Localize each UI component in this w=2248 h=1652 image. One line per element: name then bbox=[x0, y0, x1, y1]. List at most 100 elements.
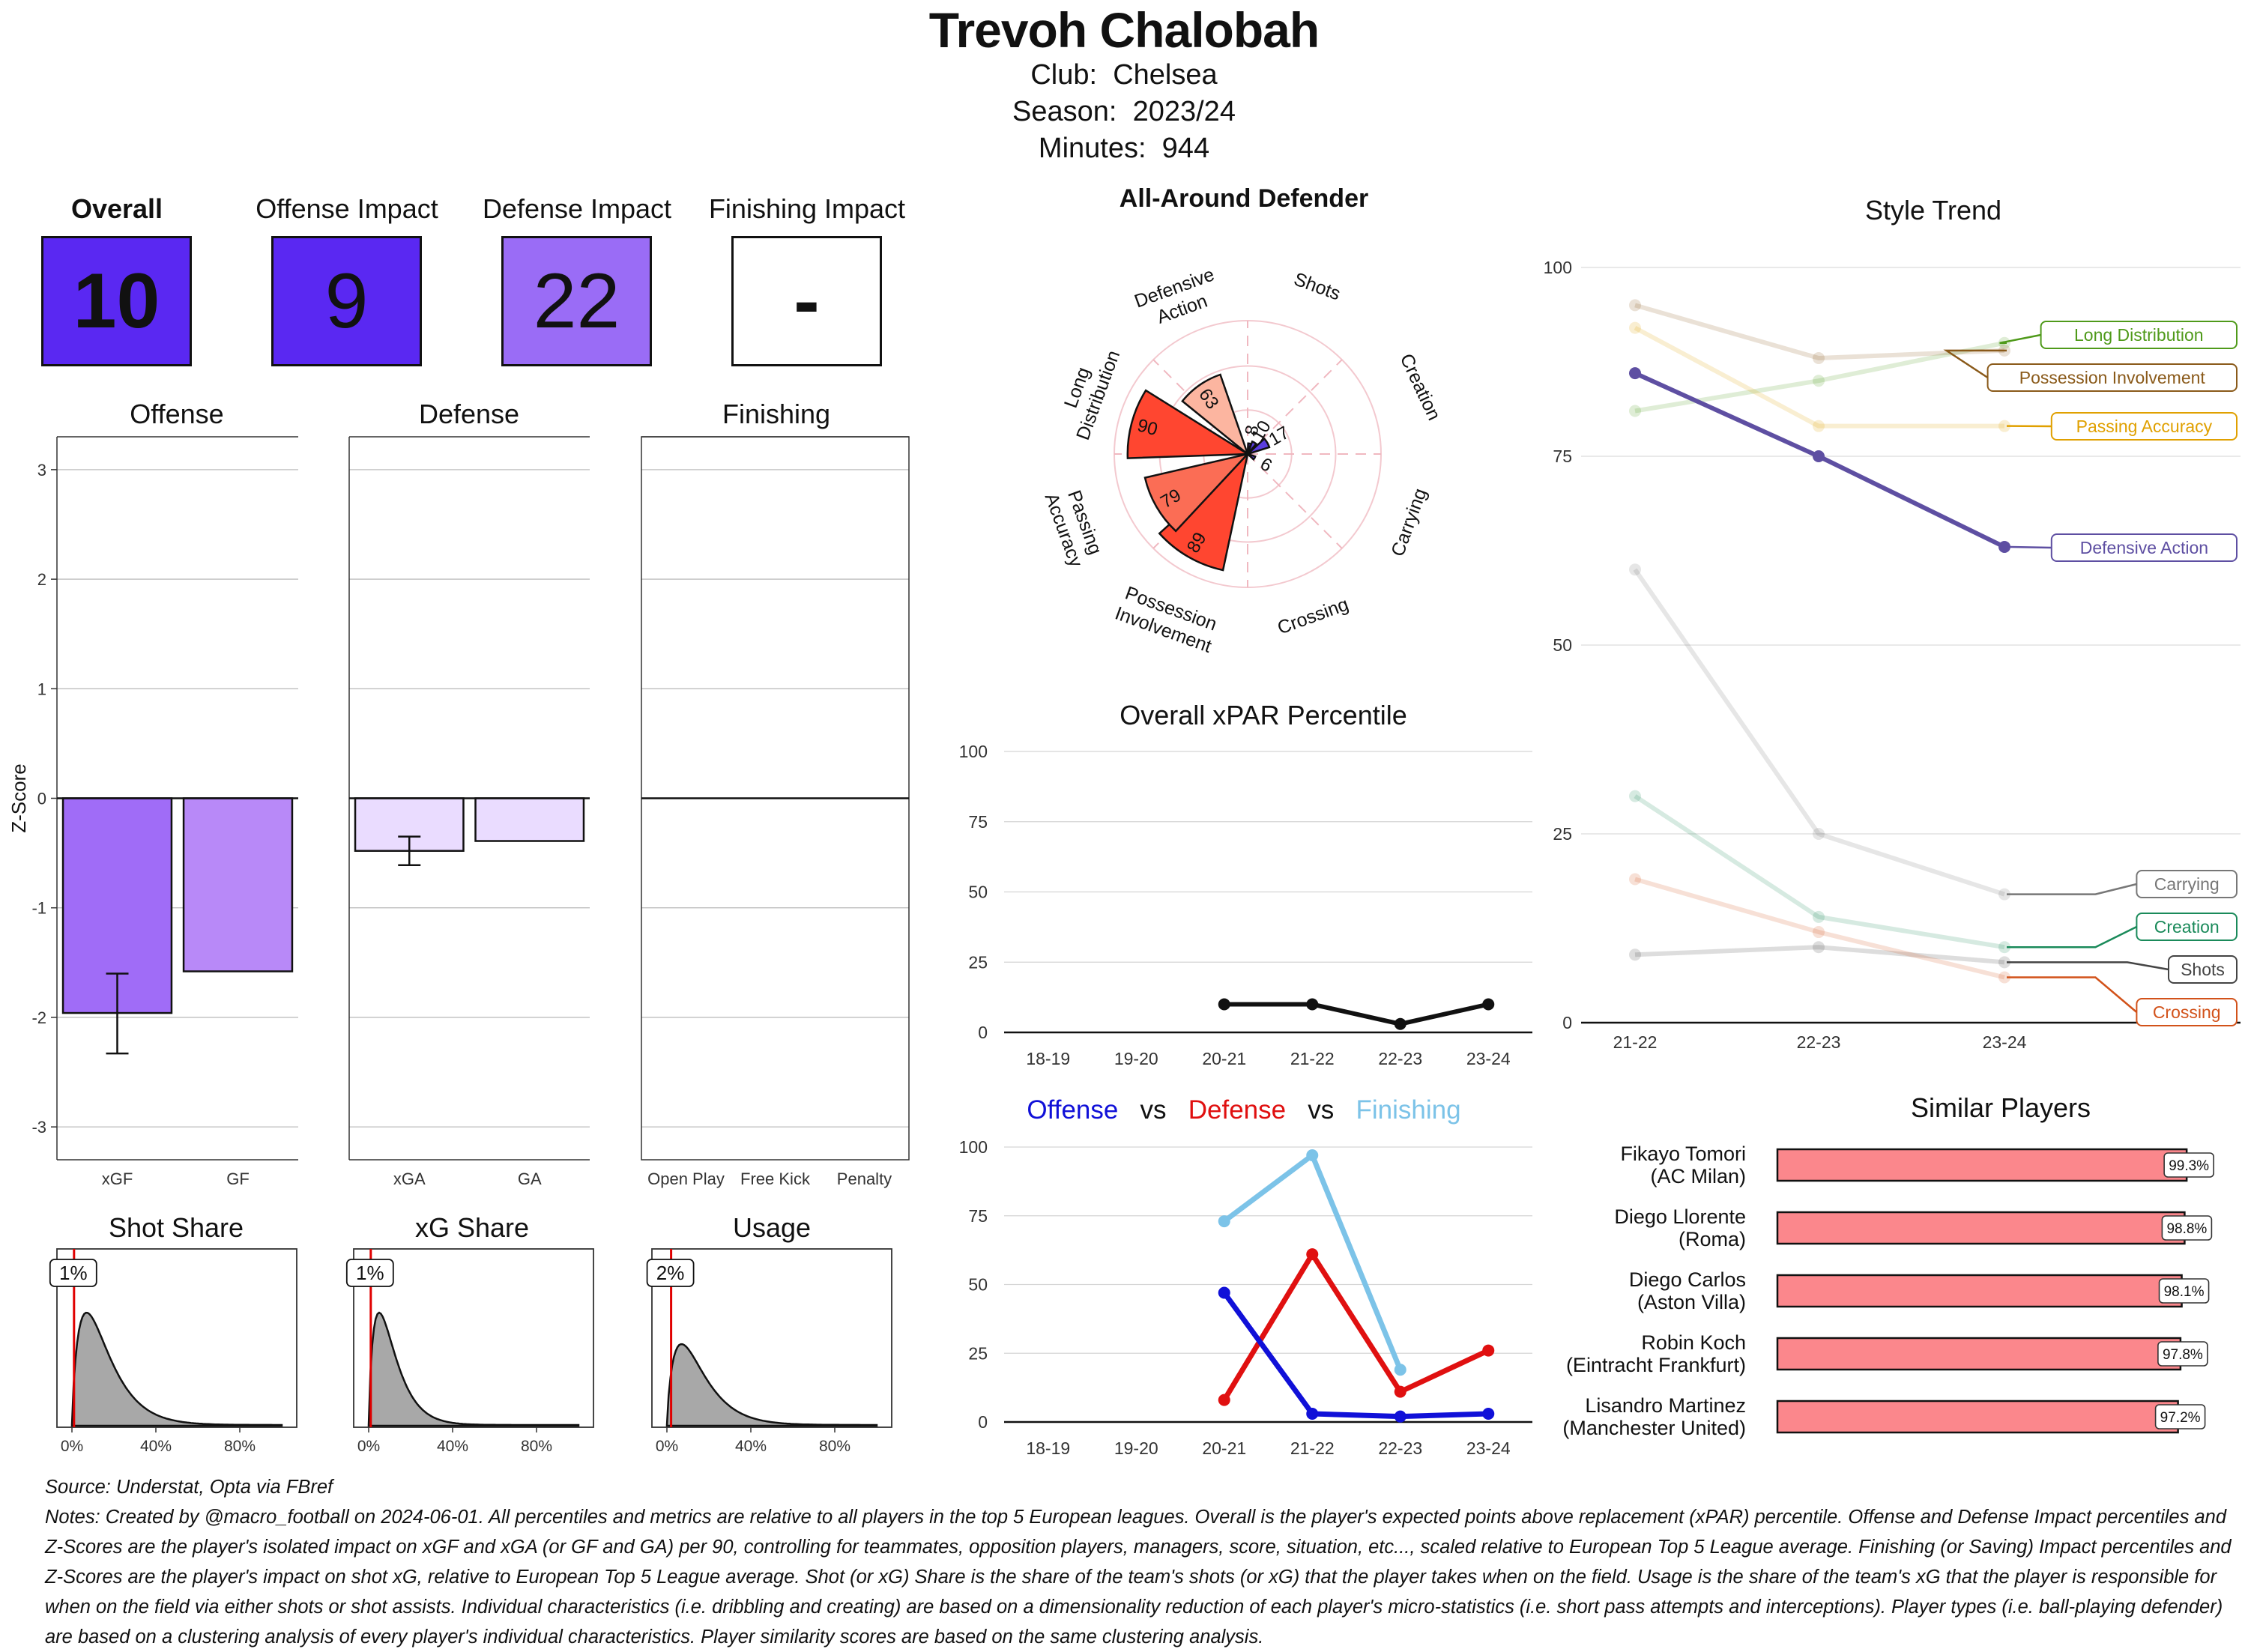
share-xtick-label: 0% bbox=[357, 1438, 380, 1455]
style-ytick: 100 bbox=[1544, 258, 1572, 277]
similarity-bar bbox=[1777, 1275, 2182, 1307]
ovd-xtick: 20-21 bbox=[1202, 1438, 1246, 1458]
zscore-category-label: Penalty bbox=[837, 1170, 892, 1188]
similarity-label: 98.8% bbox=[2166, 1221, 2207, 1237]
radar-value-label: 6 bbox=[1257, 454, 1275, 476]
similar-player-2-name: Diego Carlos bbox=[1499, 1268, 1746, 1291]
similar-player-1-club: (Roma) bbox=[1499, 1228, 1746, 1250]
similar-player-4-club: (Manchester United) bbox=[1499, 1417, 1746, 1439]
xpar-line bbox=[1224, 1005, 1489, 1024]
ovd-line-defense bbox=[1224, 1254, 1489, 1400]
xpar-xtick: 23-24 bbox=[1466, 1049, 1511, 1068]
ovd-point-finishing bbox=[1218, 1215, 1230, 1227]
style-point bbox=[1813, 926, 1825, 938]
ovd-ytick: 100 bbox=[959, 1137, 988, 1157]
similar-players-chart: 99.3%98.8%98.1%97.8%97.2% bbox=[1777, 1149, 2214, 1432]
footer: Source: Understat, Opta via FBref Notes:… bbox=[45, 1472, 2233, 1652]
ovd-point-offense bbox=[1218, 1287, 1230, 1299]
ovd-ytick: 75 bbox=[968, 1206, 988, 1226]
zscore-category-label: xGF bbox=[102, 1170, 133, 1188]
ovd-point-defense bbox=[1482, 1345, 1494, 1357]
radar-axis-label: Creation bbox=[1396, 351, 1445, 423]
style-label-connector bbox=[2007, 927, 2136, 947]
source-note: Source: Understat, Opta via FBref bbox=[45, 1472, 2233, 1502]
methodology-notes: Notes: Created by @macro_football on 202… bbox=[45, 1502, 2233, 1652]
xpar-point bbox=[1218, 999, 1230, 1011]
style-point bbox=[1629, 405, 1641, 417]
similar-player-2: Diego Carlos(Aston Villa) bbox=[1499, 1268, 1746, 1313]
ovd-point-offense bbox=[1306, 1408, 1318, 1420]
share-xtick-label: 40% bbox=[140, 1438, 172, 1455]
zscore-category-label: Open Play bbox=[647, 1170, 725, 1188]
xpar-point bbox=[1306, 999, 1318, 1011]
zscore-ytick-1: 1 bbox=[37, 680, 46, 698]
shot-share-title: Shot Share bbox=[37, 1212, 315, 1244]
style-ytick: 0 bbox=[1562, 1013, 1572, 1032]
zscore-ytick--1: -1 bbox=[31, 899, 46, 918]
ovd-title: Offense vs Defense vs Finishing bbox=[959, 1095, 1529, 1125]
xpar-title: Overall xPAR Percentile bbox=[1039, 700, 1488, 731]
share-xtick-label: 40% bbox=[735, 1438, 767, 1455]
ovd-point-offense bbox=[1482, 1408, 1494, 1420]
zscore-category-label: xGA bbox=[393, 1170, 426, 1188]
zscore-bar-GF bbox=[184, 799, 292, 972]
style-point bbox=[1629, 873, 1641, 885]
ovd-xtick: 18-19 bbox=[1026, 1438, 1070, 1458]
style-label-connector bbox=[2007, 884, 2136, 895]
similar-player-3-club: (Eintracht Frankfurt) bbox=[1499, 1354, 1746, 1376]
share-xtick-label: 40% bbox=[437, 1438, 468, 1455]
share-xtick-label: 80% bbox=[521, 1438, 552, 1455]
style-label-long-distribution: Long Distribution bbox=[2074, 325, 2204, 345]
ovd-title-finishing: Finishing bbox=[1356, 1095, 1460, 1125]
style-point bbox=[1629, 790, 1641, 802]
share-label: 1% bbox=[59, 1262, 88, 1284]
style-point bbox=[1813, 941, 1825, 953]
similarity-label: 98.1% bbox=[2164, 1284, 2205, 1300]
ovd-title-vs-1: vs bbox=[1140, 1095, 1167, 1125]
xpar-xtick: 19-20 bbox=[1114, 1049, 1158, 1068]
similarity-bar bbox=[1777, 1338, 2181, 1370]
similarity-label: 97.8% bbox=[2163, 1347, 2203, 1363]
ovd-xtick: 19-20 bbox=[1114, 1438, 1158, 1458]
zscore-category-label: GF bbox=[226, 1170, 250, 1188]
similar-player-4: Lisandro Martinez(Manchester United) bbox=[1499, 1394, 1746, 1439]
share-xtick-label: 0% bbox=[656, 1438, 678, 1455]
style-point bbox=[1813, 375, 1825, 387]
finishing-panel-title: Finishing bbox=[641, 399, 911, 430]
similar-player-3-name: Robin Koch bbox=[1499, 1331, 1746, 1354]
ovd-ytick: 25 bbox=[968, 1343, 988, 1363]
xpar-xtick: 22-23 bbox=[1378, 1049, 1422, 1068]
zscore-ytick--3: -3 bbox=[31, 1118, 46, 1137]
style-label-crossing: Crossing bbox=[2153, 1002, 2221, 1022]
radar-title: All-Around Defender bbox=[1019, 184, 1469, 214]
zscore-ytick-2: 2 bbox=[37, 570, 46, 589]
share-label: 1% bbox=[356, 1262, 384, 1284]
xpar-ytick: 100 bbox=[959, 742, 988, 761]
zscore-ytick-0: 0 bbox=[37, 790, 46, 808]
similarity-bar bbox=[1777, 1149, 2187, 1181]
similar-player-2-club: (Aston Villa) bbox=[1499, 1291, 1746, 1313]
similarity-bar bbox=[1777, 1212, 2184, 1244]
ovd-line-finishing bbox=[1224, 1155, 1401, 1370]
zscore-category-label: GA bbox=[518, 1170, 542, 1188]
xpar-xtick: 21-22 bbox=[1290, 1049, 1335, 1068]
similar-player-1: Diego Llorente(Roma) bbox=[1499, 1205, 1746, 1250]
zscore-ytick--2: -2 bbox=[31, 1008, 46, 1027]
ovd-point-defense bbox=[1395, 1386, 1406, 1398]
zscore-ylabel: Z-Score bbox=[7, 763, 30, 832]
ovd-ytick: 0 bbox=[978, 1412, 988, 1432]
similar-player-0: Fikayo Tomori(AC Milan) bbox=[1499, 1143, 1746, 1187]
radar-axis-label: Shots bbox=[1291, 268, 1344, 304]
radar-axis-label: Crossing bbox=[1275, 593, 1351, 638]
zscore-bar-GA bbox=[476, 799, 584, 841]
similar-players-title: Similar Players bbox=[1761, 1092, 2241, 1124]
style-xtick: 22-23 bbox=[1797, 1032, 1841, 1052]
share-xtick-label: 0% bbox=[61, 1438, 83, 1455]
xpar-ytick: 25 bbox=[968, 952, 988, 972]
xpar-xtick: 18-19 bbox=[1026, 1049, 1070, 1068]
style-point bbox=[1629, 367, 1641, 379]
style-point bbox=[1813, 911, 1825, 923]
radar-axis-label: Carrying bbox=[1387, 485, 1431, 559]
style-trend-title: Style Trend bbox=[1693, 195, 2173, 226]
